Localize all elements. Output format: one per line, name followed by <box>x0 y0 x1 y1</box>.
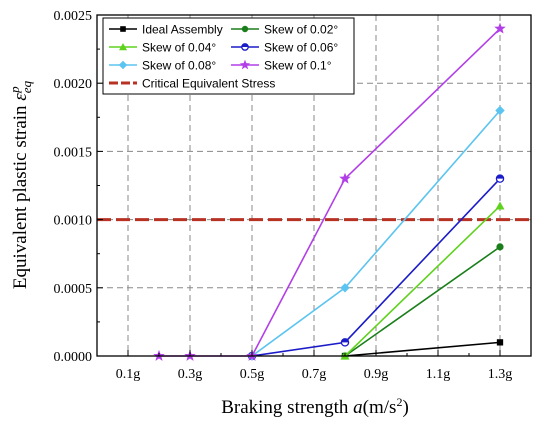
series-2 <box>340 201 505 360</box>
legend-label-1: Skew of 0.02° <box>264 23 338 37</box>
legend-label-0: Ideal Assembly <box>142 23 223 37</box>
legend-label-4: Skew of 0.08° <box>142 59 216 73</box>
legend-item-3: Skew of 0.06° <box>231 41 338 55</box>
series-line-0 <box>344 341 501 357</box>
series-4-point-1 <box>340 283 350 293</box>
legend-marker-5 <box>239 59 251 70</box>
series-line-2 <box>344 205 501 357</box>
legend-box <box>102 17 355 95</box>
x-tick-label-1: 0.3g <box>178 367 203 382</box>
legend-item-5: Skew of 0.1° <box>231 59 332 73</box>
legend-marker-0 <box>120 26 126 32</box>
y-tick-label-4: 0.0020 <box>54 77 93 92</box>
y-axis-title: Equivalent plastic strain εeqp <box>7 80 34 289</box>
x-tick-label-5: 1.1g <box>426 367 451 382</box>
y-tick-label-0: 0.0000 <box>54 350 93 365</box>
legend-label-5: Skew of 0.1° <box>264 59 332 73</box>
x-tick-label-0: 0.1g <box>116 367 141 382</box>
series-1 <box>341 243 504 360</box>
legend-item-0: Ideal Assembly <box>109 23 223 37</box>
series-5-point-3 <box>339 172 351 184</box>
x-tick-label-2: 0.5g <box>240 367 265 382</box>
legend-item-reference: Critical Equivalent Stress <box>109 77 275 91</box>
x-axis-ticks: 0.1g 0.3g 0.5g 0.7g 0.9g 1.1g 1.3g <box>116 350 513 382</box>
series-3-point-2 <box>495 174 505 183</box>
legend-marker-3 <box>241 43 249 51</box>
series-2-point-1 <box>495 201 505 210</box>
x-tick-label-4: 0.9g <box>364 367 389 382</box>
legend-marker-2 <box>119 43 127 51</box>
legend-marker-4 <box>118 60 128 70</box>
legend-item-4: Skew of 0.08° <box>109 59 216 73</box>
y-tick-label-3: 0.0015 <box>54 145 93 160</box>
series-3-point-1 <box>340 338 350 347</box>
grid <box>97 15 531 356</box>
legend-item-2: Skew of 0.04° <box>109 41 216 55</box>
y-tick-label-5: 0.0025 <box>54 9 93 24</box>
x-tick-label-6: 1.3g <box>488 367 513 382</box>
y-axis-ticks: 0.0000 0.0005 0.0010 0.0015 0.0020 0.0025 <box>54 9 103 365</box>
series-line-1 <box>344 246 501 357</box>
legend-label-2: Skew of 0.04° <box>142 41 216 55</box>
legend-label-reference: Critical Equivalent Stress <box>142 77 275 91</box>
series-1-point-1 <box>496 243 504 251</box>
series-0-point-1 <box>496 339 504 346</box>
legend-label-3: Skew of 0.06° <box>264 41 338 55</box>
y-tick-label-1: 0.0005 <box>54 282 93 297</box>
series-5-point-4 <box>494 22 506 34</box>
x-axis-title: Braking strength a(m/s2) <box>221 395 409 418</box>
series-4-point-2 <box>495 105 505 116</box>
series-layer <box>153 22 506 361</box>
x-tick-label-3: 0.7g <box>302 367 327 382</box>
y-tick-label-2: 0.0010 <box>54 214 93 229</box>
series-4 <box>247 105 505 361</box>
legend-marker-1 <box>241 25 249 33</box>
legend: Ideal Assembly Skew of 0.02° Skew of 0.04°… <box>102 17 355 95</box>
legend-item-1: Skew of 0.02° <box>231 23 338 37</box>
